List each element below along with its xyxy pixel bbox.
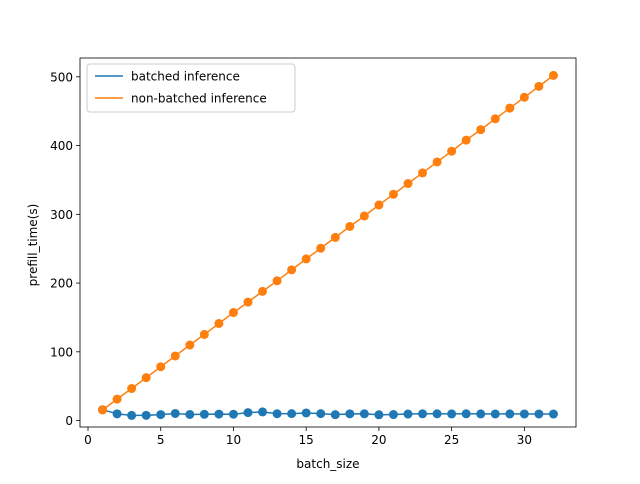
x-tick-label: 10 [226, 433, 241, 447]
data-point [461, 409, 471, 419]
legend-label-0: batched inference [131, 70, 240, 84]
data-point [476, 125, 486, 135]
data-point [112, 394, 122, 404]
x-axis-label: batch_size [296, 457, 359, 471]
data-point [156, 410, 166, 420]
data-point [141, 373, 151, 383]
data-point [432, 409, 442, 419]
data-point [403, 179, 413, 189]
data-point [243, 297, 253, 307]
data-point [112, 409, 122, 419]
x-tick-label: 5 [157, 433, 165, 447]
y-tick-label: 300 [50, 208, 73, 222]
data-point [447, 146, 457, 156]
data-point [316, 243, 326, 253]
data-point [258, 286, 268, 296]
data-point [388, 410, 398, 420]
data-point [228, 409, 238, 419]
data-point [534, 81, 544, 91]
data-point [228, 308, 238, 318]
data-point [374, 200, 384, 210]
legend-box [86, 63, 296, 113]
data-point [519, 92, 529, 102]
data-point [359, 409, 369, 419]
data-point [243, 408, 253, 418]
series-1 [98, 70, 558, 415]
data-point [534, 409, 544, 419]
data-point [170, 351, 180, 361]
data-point [330, 410, 340, 420]
y-tick-label: 200 [50, 277, 73, 291]
data-point [505, 409, 515, 419]
data-point [170, 408, 180, 418]
series-0 [98, 405, 558, 420]
series-layer [98, 70, 558, 420]
data-point [345, 221, 355, 231]
x-tick-label: 0 [84, 433, 92, 447]
data-point [287, 409, 297, 419]
data-point [505, 103, 515, 113]
data-point [388, 189, 398, 199]
y-axis-label: prefill_time(s) [26, 204, 40, 287]
data-point [359, 211, 369, 221]
data-point [548, 70, 558, 80]
data-point [199, 329, 209, 339]
data-point [345, 409, 355, 419]
data-point [272, 276, 282, 286]
data-point [258, 407, 268, 417]
data-point [490, 114, 500, 124]
data-point [548, 409, 558, 419]
data-point [519, 409, 529, 419]
data-point [272, 409, 282, 419]
data-point [316, 409, 326, 419]
data-point [447, 409, 457, 419]
y-tick-label: 400 [50, 139, 73, 153]
data-point [127, 384, 137, 394]
data-point [418, 168, 428, 178]
data-point [141, 410, 151, 420]
data-point [301, 254, 311, 264]
data-point [127, 410, 137, 420]
x-tick-label: 30 [517, 433, 532, 447]
data-point [214, 318, 224, 328]
data-point [287, 265, 297, 275]
data-point [490, 409, 500, 419]
y-tick-label: 100 [50, 345, 73, 359]
data-point [418, 409, 428, 419]
data-point [185, 409, 195, 419]
x-tick-label: 20 [371, 433, 386, 447]
data-point [374, 410, 384, 420]
data-point [330, 232, 340, 242]
data-point [476, 409, 486, 419]
axes-frame [79, 57, 577, 428]
x-tick-label: 25 [444, 433, 459, 447]
legend: batched inference non-batched inference [86, 63, 296, 113]
data-point [199, 409, 209, 419]
data-point [301, 408, 311, 418]
data-point [214, 409, 224, 419]
data-point [98, 405, 108, 415]
data-point [403, 409, 413, 419]
y-tick-label: 500 [50, 70, 73, 84]
data-point [156, 362, 166, 372]
legend-label-1: non-batched inference [131, 92, 267, 106]
y-tick-label: 0 [65, 414, 73, 428]
x-tick-label: 15 [299, 433, 314, 447]
data-point [461, 135, 471, 145]
data-point [185, 340, 195, 350]
data-point [432, 157, 442, 167]
